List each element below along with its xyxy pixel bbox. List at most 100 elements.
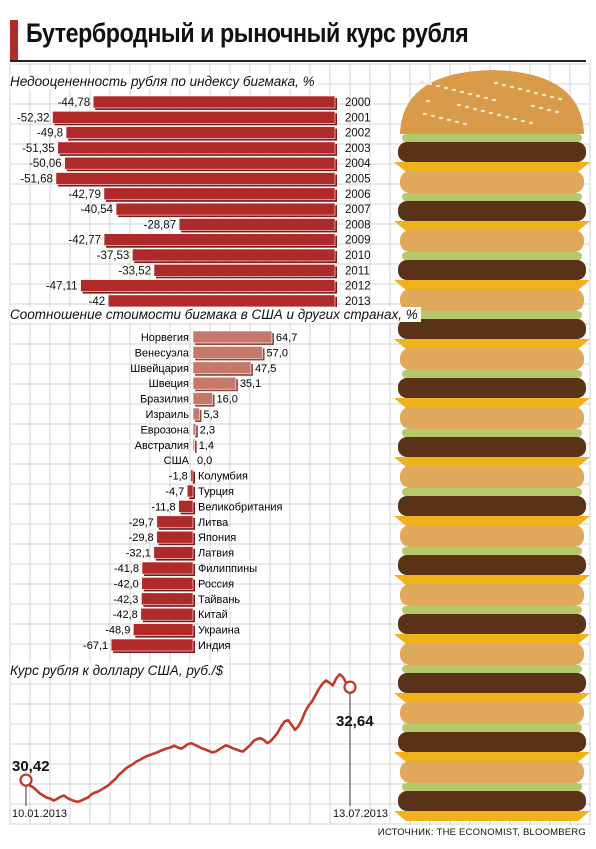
bar-Филиппины	[141, 561, 194, 575]
bar-2002	[65, 126, 336, 139]
bar-value-label: 57,0	[267, 347, 288, 359]
rate-start-point	[19, 773, 33, 787]
bar-value-label: -42	[89, 296, 106, 308]
country-label: Израиль	[146, 409, 190, 421]
country-label: Швейцария	[130, 363, 189, 375]
sesame-seed	[480, 109, 486, 113]
bar-Япония	[156, 530, 194, 544]
sesame-seed	[554, 110, 560, 114]
lettuce-layer	[402, 724, 582, 732]
bar-Украина	[133, 623, 194, 636]
patty-layer	[398, 791, 586, 811]
country-label: Литва	[198, 517, 229, 529]
bun-layer	[400, 525, 584, 547]
bun-layer	[400, 289, 584, 311]
bar-shadow	[195, 425, 198, 438]
bar-value-label: -32,1	[126, 548, 151, 560]
rate-end-date: 13.07.2013	[333, 808, 389, 820]
bar-2006	[103, 187, 336, 201]
bar-value-label: -50,06	[29, 158, 62, 170]
year-label: 2013	[345, 296, 371, 308]
bar-2001	[52, 111, 336, 124]
sesame-seed	[504, 115, 510, 119]
title-bar	[10, 16, 586, 60]
bar-2011	[153, 263, 336, 277]
title-rule	[10, 60, 586, 62]
country-label: Венесуэла	[135, 347, 190, 359]
rate-start-label: 30,42	[12, 758, 50, 775]
lettuce-layer	[402, 193, 582, 201]
bar-2013	[107, 294, 336, 308]
bar-2000	[92, 95, 336, 109]
lettuce-layer	[402, 665, 582, 673]
bar-value-label: 0,0	[197, 455, 212, 467]
year-label: 2001	[345, 112, 371, 124]
patty-layer	[398, 378, 586, 398]
bar-value-label: -47,11	[46, 281, 78, 293]
sesame-seed	[496, 113, 502, 117]
year-label: 2009	[345, 235, 371, 247]
year-label: 2010	[345, 250, 371, 262]
cheese-layer	[394, 280, 590, 290]
country-label: Индия	[198, 640, 231, 652]
country-label: Бразилия	[140, 394, 189, 406]
sesame-seed	[546, 108, 552, 112]
rate-end-point	[343, 680, 357, 694]
country-label: Япония	[198, 532, 236, 544]
year-label: 2011	[345, 265, 370, 277]
country-label: Тайвань	[198, 594, 240, 606]
bar-value-label: 5,3	[203, 409, 218, 421]
sesame-seed	[430, 114, 436, 118]
bar-value-label: -48,9	[105, 625, 130, 637]
bar-Литва	[156, 515, 194, 529]
sesame-seed	[509, 85, 515, 89]
bar-2009	[103, 233, 336, 246]
patty-layer	[398, 260, 586, 280]
bar-Израиль	[192, 407, 200, 421]
patty-layer	[398, 614, 586, 634]
sesame-seed	[454, 120, 460, 124]
country-label: Еврозона	[140, 424, 189, 436]
bar-value-label: -29,8	[129, 532, 154, 544]
sesame-seed	[493, 81, 499, 85]
sesame-seed	[530, 104, 536, 108]
patty-layer	[398, 555, 586, 575]
patty-layer	[398, 673, 586, 693]
sesame-seed	[512, 117, 518, 121]
bar-value-label: -4,7	[165, 486, 184, 498]
bar-value-label: 35,1	[240, 378, 261, 390]
sesame-seed	[456, 103, 462, 107]
bar-Венесуэла	[192, 346, 263, 359]
bar-value-label: 2,3	[200, 424, 215, 436]
rate-end-label: 32,64	[336, 713, 374, 730]
source-note: ИСТОЧНИК: THE ECONOMIST, BLOOMBERG	[377, 827, 586, 838]
country-label: США	[164, 455, 190, 467]
bun-layer	[400, 702, 584, 724]
patty-layer	[398, 437, 586, 457]
lettuce-layer	[402, 252, 582, 260]
bar-Индия	[110, 638, 194, 652]
bar-Россия	[141, 577, 194, 590]
sesame-seed	[451, 88, 457, 92]
country-label: Норвегия	[141, 332, 189, 344]
lettuce-layer	[402, 134, 582, 142]
cheese-layer	[394, 457, 590, 467]
bar-Норвегия	[192, 330, 273, 344]
bun-layer	[400, 348, 584, 370]
bun-layer	[400, 584, 584, 606]
sesame-seed	[464, 105, 470, 109]
bar-shadow	[195, 440, 197, 453]
bun-layer	[400, 466, 584, 488]
rate-start-date: 10.01.2013	[12, 808, 68, 820]
cheese-layer	[394, 162, 590, 172]
bar-value-label: -51,35	[22, 143, 55, 155]
bar-Латвия	[153, 546, 194, 559]
sesame-seed	[557, 97, 563, 101]
sesame-seed	[425, 99, 431, 103]
rate-line	[24, 672, 351, 804]
bar-value-label: -44,78	[58, 97, 91, 109]
bun-layer	[400, 407, 584, 429]
sesame-seed	[488, 111, 494, 115]
sesame-seed	[483, 96, 489, 100]
